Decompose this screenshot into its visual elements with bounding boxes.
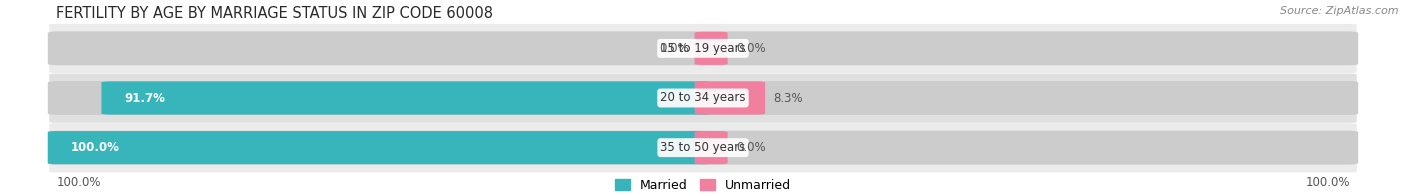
Text: 8.3%: 8.3% (773, 92, 803, 104)
Text: 35 to 50 years: 35 to 50 years (661, 141, 745, 154)
FancyBboxPatch shape (695, 32, 728, 65)
FancyBboxPatch shape (695, 81, 765, 115)
Text: 15 to 19 years: 15 to 19 years (661, 42, 745, 55)
FancyBboxPatch shape (48, 31, 1358, 65)
FancyBboxPatch shape (48, 81, 1358, 115)
FancyBboxPatch shape (49, 74, 1357, 123)
FancyBboxPatch shape (49, 24, 1357, 73)
Text: 91.7%: 91.7% (124, 92, 165, 104)
Text: 0.0%: 0.0% (737, 42, 766, 55)
Text: 100.0%: 100.0% (70, 141, 120, 154)
FancyBboxPatch shape (695, 131, 728, 164)
FancyBboxPatch shape (48, 131, 711, 164)
Text: 0.0%: 0.0% (737, 141, 766, 154)
Text: Source: ZipAtlas.com: Source: ZipAtlas.com (1281, 6, 1399, 16)
FancyBboxPatch shape (48, 131, 1358, 165)
FancyBboxPatch shape (101, 81, 711, 115)
Text: 100.0%: 100.0% (1305, 176, 1350, 189)
Text: FERTILITY BY AGE BY MARRIAGE STATUS IN ZIP CODE 60008: FERTILITY BY AGE BY MARRIAGE STATUS IN Z… (56, 6, 494, 21)
Text: 100.0%: 100.0% (56, 176, 101, 189)
Text: 0.0%: 0.0% (659, 42, 689, 55)
FancyBboxPatch shape (49, 123, 1357, 172)
Text: 20 to 34 years: 20 to 34 years (661, 92, 745, 104)
Legend: Married, Unmarried: Married, Unmarried (614, 179, 792, 192)
